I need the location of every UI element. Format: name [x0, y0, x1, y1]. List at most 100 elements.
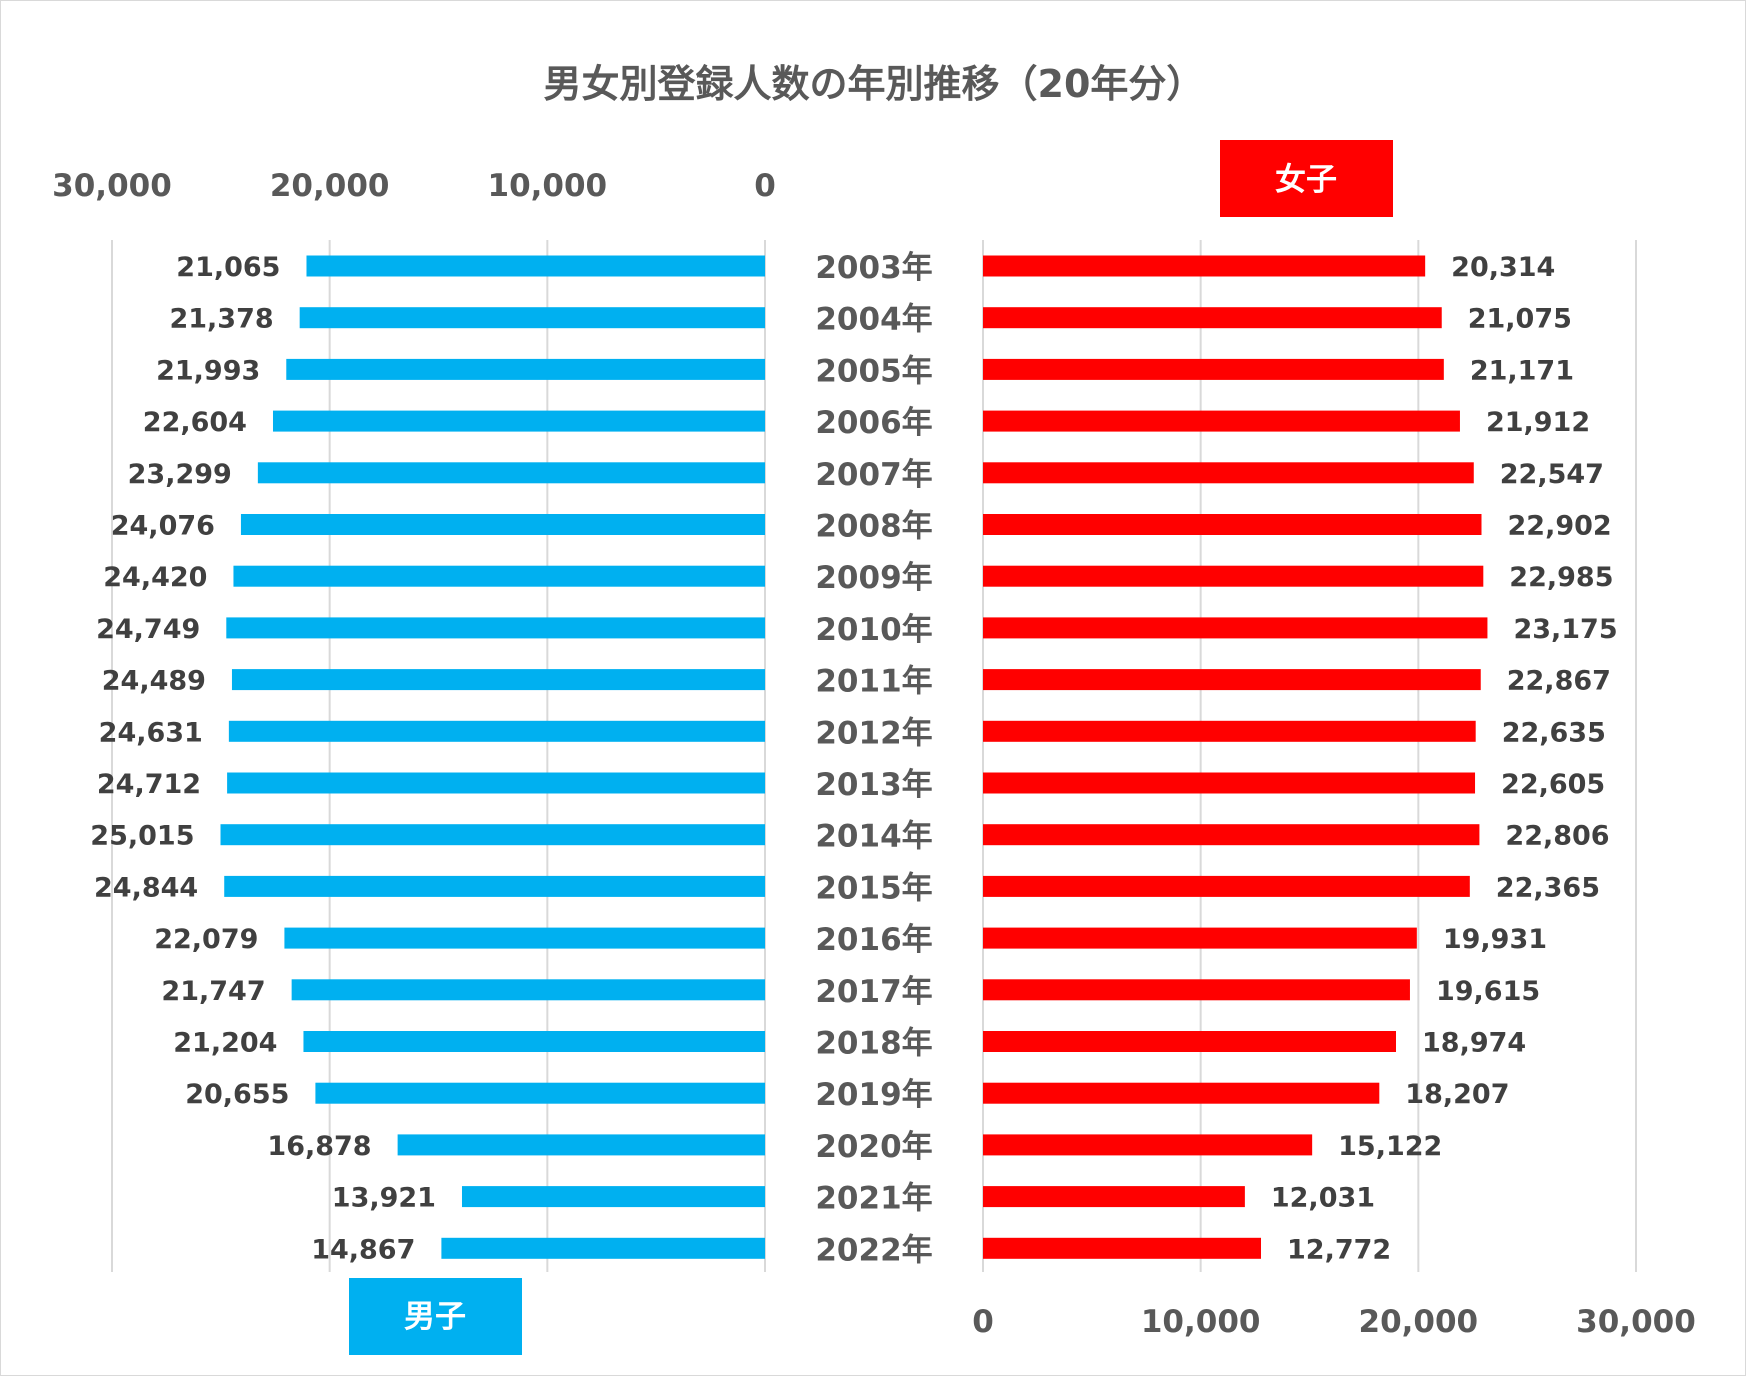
male-axis-tick-label: 30,000: [52, 168, 172, 204]
female-bar: [983, 927, 1417, 949]
male-bar: [227, 772, 766, 794]
male-value-label: 24,076: [111, 511, 215, 542]
female-legend-box: [1220, 140, 1393, 217]
male-value-label: 14,867: [311, 1234, 415, 1265]
male-bar: [272, 410, 765, 432]
bars: [220, 255, 1488, 1259]
female-value-label: 23,175: [1513, 614, 1617, 645]
female-axis-tick-label: 10,000: [1141, 1304, 1261, 1340]
male-bar: [220, 824, 765, 846]
year-label: 2006年: [815, 405, 932, 441]
year-label: 2018年: [815, 1026, 932, 1062]
female-value-label: 18,207: [1405, 1079, 1509, 1110]
female-bar: [983, 617, 1488, 639]
male-bar: [291, 979, 765, 1001]
male-bar: [461, 1186, 765, 1208]
female-bar: [983, 669, 1481, 691]
male-axis-tick-label: 10,000: [488, 168, 608, 204]
female-bar: [983, 358, 1444, 380]
female-bar: [983, 1134, 1313, 1156]
male-value-label: 24,712: [97, 769, 201, 800]
male-bar: [286, 358, 765, 380]
male-value-label: 21,065: [176, 252, 280, 283]
male-value-label: 25,015: [90, 821, 194, 852]
year-label: 2016年: [815, 922, 932, 958]
year-label: 2012年: [815, 715, 932, 751]
female-value-label: 19,615: [1436, 976, 1540, 1007]
female-value-label: 12,031: [1271, 1183, 1375, 1214]
female-bar: [983, 255, 1426, 277]
female-axis-tick-label: 0: [972, 1304, 994, 1340]
female-value-label: 18,974: [1422, 1028, 1526, 1059]
year-label: 2020年: [815, 1129, 932, 1165]
male-bar: [306, 255, 765, 277]
year-label: 2011年: [815, 664, 932, 700]
year-label: 2004年: [815, 302, 932, 338]
male-value-label: 23,299: [128, 459, 232, 490]
female-bar: [983, 824, 1480, 846]
male-value-label: 16,878: [267, 1131, 371, 1162]
female-bar: [983, 1031, 1397, 1052]
female-value-label: 19,931: [1443, 924, 1547, 955]
male-bar: [240, 514, 765, 535]
year-label: 2005年: [815, 353, 932, 389]
year-label: 2014年: [815, 819, 932, 855]
female-value-label: 21,171: [1470, 355, 1574, 386]
male-bar: [441, 1237, 765, 1259]
female-value-label: 12,772: [1287, 1234, 1391, 1265]
female-bar: [983, 1082, 1380, 1104]
male-legend-box: [349, 1278, 522, 1355]
female-value-label: 22,867: [1507, 666, 1611, 697]
female-bar: [983, 720, 1476, 742]
female-value-label: 21,912: [1486, 407, 1590, 438]
male-bar: [257, 462, 765, 484]
male-value-label: 21,993: [156, 355, 260, 386]
female-bar: [983, 462, 1474, 484]
male-value-label: 21,378: [169, 304, 273, 335]
chart-title: 男女別登録人数の年別推移（20年分）: [544, 62, 1205, 106]
year-label: 2008年: [815, 509, 932, 545]
male-value-label: 24,844: [94, 872, 198, 903]
female-value-label: 20,314: [1451, 252, 1555, 283]
male-value-label: 22,079: [154, 924, 258, 955]
male-axis-tick-label: 0: [754, 168, 776, 204]
male-bar: [397, 1134, 765, 1156]
male-bar: [233, 565, 765, 587]
year-label: 2013年: [815, 767, 932, 803]
female-value-label: 22,365: [1496, 872, 1600, 903]
female-axis-tick-label: 20,000: [1359, 1304, 1479, 1340]
male-value-label: 24,631: [99, 717, 203, 748]
female-value-label: 22,806: [1505, 821, 1609, 852]
male-bar: [284, 927, 765, 949]
female-value-label: 22,985: [1509, 562, 1613, 593]
year-label: 2003年: [815, 250, 932, 286]
female-bar: [983, 1186, 1245, 1208]
female-axis-tick-label: 30,000: [1576, 1304, 1696, 1340]
female-bar: [983, 1237, 1262, 1259]
male-bar: [224, 875, 765, 897]
female-legend-label: 女子: [1275, 162, 1337, 198]
year-label: 2019年: [815, 1077, 932, 1113]
male-legend-label: 男子: [404, 1299, 466, 1335]
year-label: 2015年: [815, 870, 932, 906]
female-bar: [983, 565, 1484, 587]
year-label: 2022年: [815, 1232, 932, 1268]
year-label: 2009年: [815, 560, 932, 596]
male-value-label: 24,749: [96, 614, 200, 645]
female-bar: [983, 875, 1470, 897]
female-value-label: 22,605: [1501, 769, 1605, 800]
male-value-label: 24,489: [102, 666, 206, 697]
female-bar: [983, 979, 1410, 1001]
female-value-label: 22,635: [1502, 717, 1606, 748]
male-bar: [299, 307, 765, 329]
male-bar: [228, 720, 765, 742]
year-label: 2021年: [815, 1181, 932, 1217]
female-value-label: 15,122: [1338, 1131, 1442, 1162]
female-bar: [983, 514, 1482, 535]
male-value-label: 21,747: [161, 976, 265, 1007]
male-bar: [231, 669, 765, 691]
year-label: 2010年: [815, 612, 932, 648]
